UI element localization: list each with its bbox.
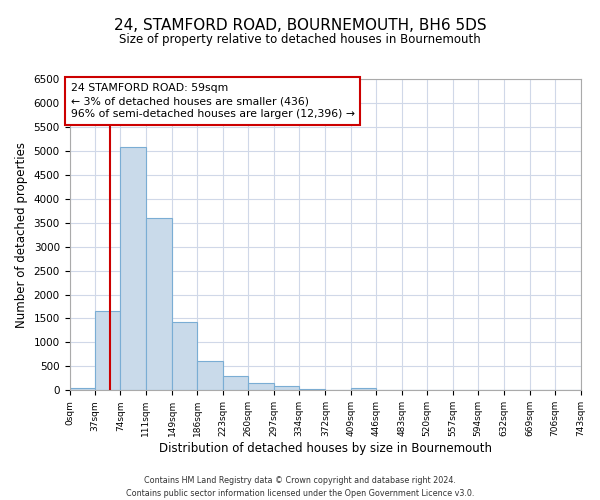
Text: Size of property relative to detached houses in Bournemouth: Size of property relative to detached ho… (119, 32, 481, 46)
Bar (351, 388, 376, 390)
Bar (223, 376, 248, 390)
Bar (274, 386, 299, 390)
Bar (248, 383, 274, 390)
Bar (70, 388, 95, 390)
Y-axis label: Number of detached properties: Number of detached properties (15, 142, 28, 328)
X-axis label: Distribution of detached houses by size in Bournemouth: Distribution of detached houses by size … (158, 442, 491, 455)
Bar (197, 361, 223, 390)
Bar (299, 389, 325, 390)
Text: 24 STAMFORD ROAD: 59sqm
← 3% of detached houses are smaller (436)
96% of semi-de: 24 STAMFORD ROAD: 59sqm ← 3% of detached… (71, 83, 355, 119)
Bar (172, 322, 197, 390)
Text: 24, STAMFORD ROAD, BOURNEMOUTH, BH6 5DS: 24, STAMFORD ROAD, BOURNEMOUTH, BH6 5DS (113, 18, 487, 32)
Text: Contains HM Land Registry data © Crown copyright and database right 2024.
Contai: Contains HM Land Registry data © Crown c… (126, 476, 474, 498)
Bar (95, 312, 121, 390)
Bar (121, 148, 146, 390)
Bar (146, 218, 172, 390)
